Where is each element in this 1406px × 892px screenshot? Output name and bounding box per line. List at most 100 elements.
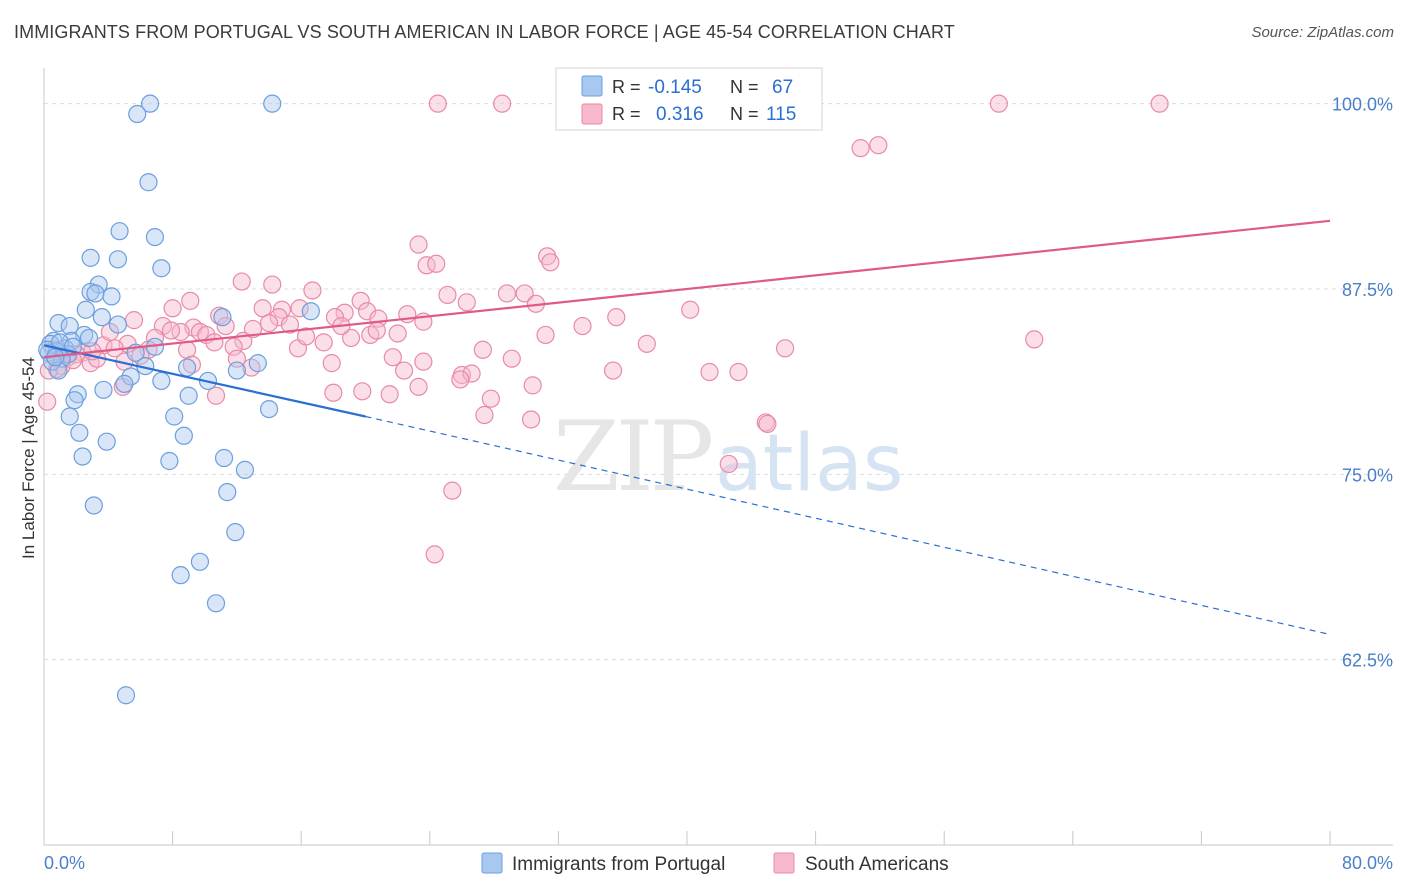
watermark-zip: ZIP	[553, 401, 712, 513]
south-american-point	[414, 352, 433, 371]
south-american-point	[869, 136, 888, 155]
bottom-legend-swatch-portugal	[481, 852, 503, 874]
portugal-point	[97, 432, 116, 451]
portugal-point	[108, 250, 128, 269]
south-american-point	[182, 355, 201, 374]
south-american-point	[438, 285, 457, 305]
portugal-point	[81, 248, 100, 267]
portugal-point	[102, 287, 121, 306]
south-american-point	[351, 291, 370, 310]
portugal-point	[60, 316, 79, 336]
south-american-point	[523, 376, 542, 395]
legend-swatch-south-american	[581, 103, 603, 125]
south-american-point	[473, 340, 492, 359]
south-american-point	[502, 349, 521, 368]
portugal-trend-line	[43, 344, 366, 418]
portugal-point	[94, 380, 113, 399]
portugal-point	[115, 374, 134, 393]
south-american-point	[481, 389, 500, 408]
portugal-point	[227, 361, 246, 380]
south-american-point	[493, 94, 512, 113]
x-tick-max: 80.0%	[1342, 853, 1393, 873]
portugal-point	[121, 367, 140, 386]
south-american-point	[388, 324, 407, 343]
south-american-point	[206, 386, 226, 405]
y-tick-label: 87.5%	[1342, 280, 1393, 300]
south-american-point	[475, 405, 494, 425]
legend-n-label-1: N =	[730, 77, 759, 97]
south-american-point	[409, 377, 428, 396]
south-american-point	[989, 94, 1008, 113]
portugal-point	[174, 426, 193, 445]
y-tick-labels: 62.5% 75.0% 87.5% 100.0%	[1332, 95, 1393, 671]
legend-swatch-portugal	[581, 75, 603, 97]
south-american-point	[296, 327, 316, 346]
portugal-point	[140, 94, 160, 113]
south-american-point	[358, 302, 377, 321]
portugal-point	[84, 496, 103, 515]
south-american-point	[637, 334, 656, 353]
south-american-point	[243, 319, 263, 339]
correlation-legend: R = -0.145 N = 67 R = 0.316 N = 115	[555, 67, 823, 131]
y-tick-label: 62.5%	[1342, 651, 1393, 671]
portugal-point	[301, 302, 320, 321]
portugal-point	[214, 448, 234, 468]
bottom-legend-label-portugal: Immigrants from Portugal	[512, 854, 725, 875]
portugal-point	[152, 259, 171, 278]
portugal-point	[152, 371, 171, 391]
portugal-point	[218, 483, 237, 502]
portugal-point	[248, 354, 267, 373]
bottom-legend-label-south-american: South Americans	[805, 854, 949, 875]
legend-n-value-2: 115	[766, 104, 796, 125]
grid-lines	[44, 103, 1393, 661]
south-american-point	[263, 275, 282, 294]
portugal-point	[116, 686, 136, 705]
portugal-point	[60, 407, 79, 426]
portugal-point	[165, 407, 184, 426]
south-american-point	[758, 414, 777, 434]
chart-title: IMMIGRANTS FROM PORTUGAL VS SOUTH AMERIC…	[14, 22, 955, 42]
portugal-point	[177, 358, 197, 377]
legend-r-value-1: -0.145	[648, 77, 702, 98]
south-american-point	[324, 383, 343, 402]
portugal-point	[49, 361, 68, 380]
south-american-point	[851, 139, 870, 158]
south-american-point	[341, 328, 361, 348]
portugal-point	[145, 227, 165, 247]
south-american-point	[124, 311, 144, 330]
axes	[43, 68, 1393, 846]
south-american-point	[428, 94, 447, 113]
south-american-point	[536, 325, 555, 345]
y-tick-label: 75.0%	[1342, 465, 1393, 485]
south-american-point	[280, 315, 300, 334]
south-american-point	[224, 337, 243, 356]
south-american-point	[259, 313, 279, 333]
south-american-point	[161, 321, 181, 340]
south-american-point	[425, 545, 444, 564]
south-american-point	[1150, 94, 1169, 113]
south-american-point	[394, 361, 414, 380]
south-american-point	[603, 361, 623, 380]
x-tick-min: 0.0%	[44, 853, 85, 873]
portugal-point	[179, 386, 198, 405]
south-american-point	[775, 339, 795, 358]
legend-r-value-2: 0.316	[656, 104, 704, 125]
south-american-point	[383, 348, 402, 367]
watermark: ZIP atlas	[553, 401, 904, 513]
south-american-point	[171, 322, 190, 342]
south-american-point	[681, 300, 700, 319]
south-american-point	[427, 254, 446, 273]
portugal-point	[86, 284, 105, 303]
south-american-point	[457, 293, 476, 312]
south-american-point	[205, 333, 224, 352]
south-american-point	[417, 256, 436, 275]
portugal-points	[38, 94, 320, 705]
south-american-point	[163, 299, 182, 318]
legend-n-label-2: N =	[730, 104, 759, 124]
legend-r-label-1: R =	[612, 77, 641, 97]
legend-n-value-1: 67	[772, 77, 793, 98]
south-american-point	[232, 272, 251, 291]
watermark-atlas: atlas	[715, 419, 904, 509]
legend-r-label-2: R =	[612, 104, 641, 124]
